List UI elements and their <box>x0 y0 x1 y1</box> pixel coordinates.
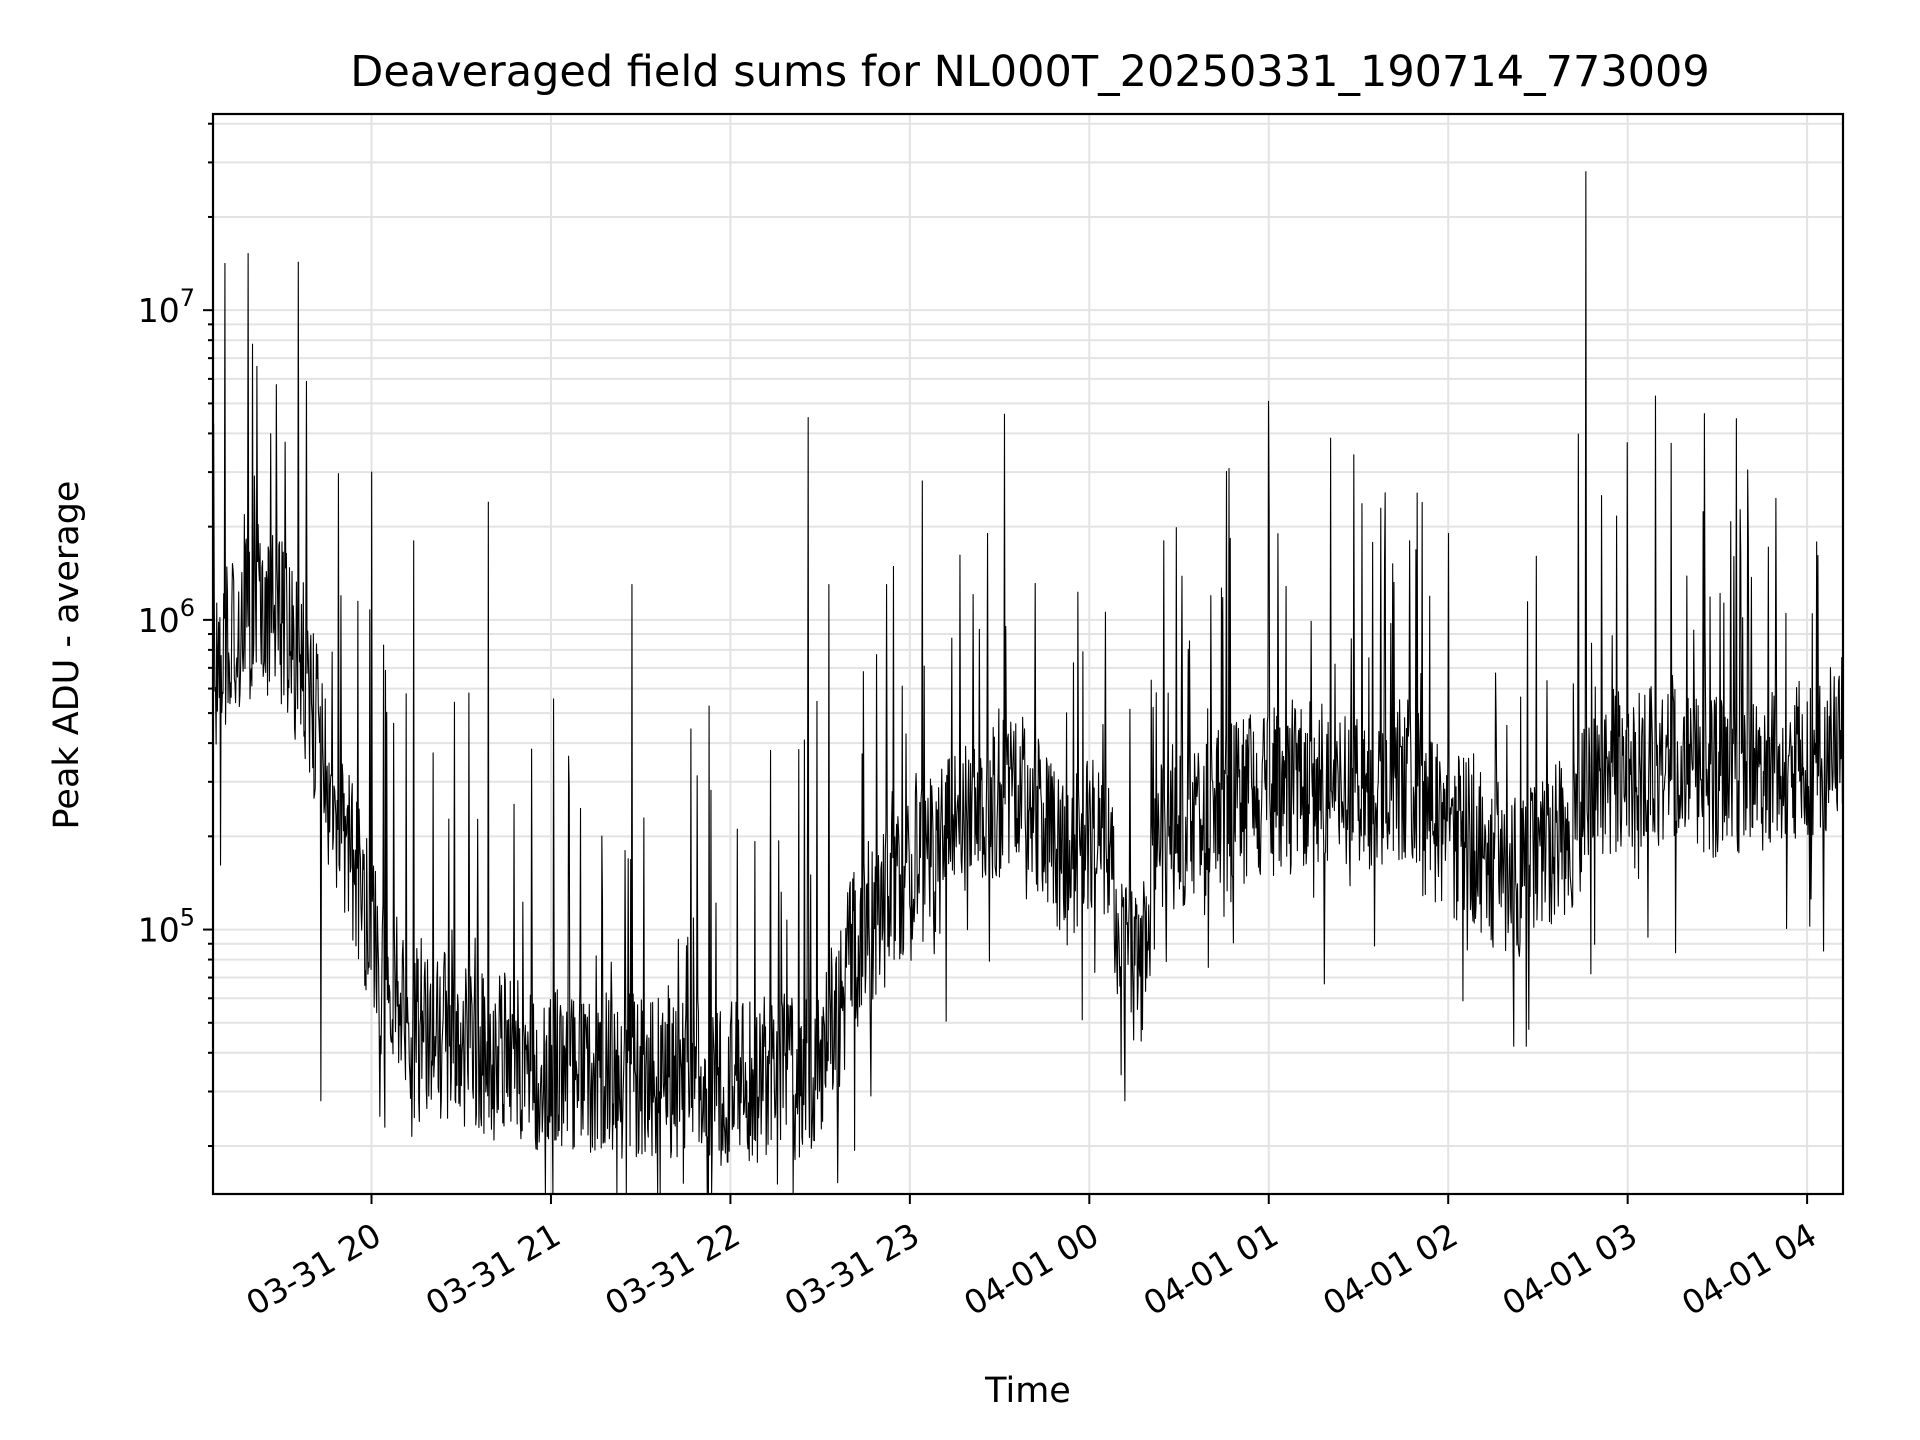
x-tick-label: 04-01 01 <box>1137 1215 1285 1323</box>
y-axis-label: Peak ADU - average <box>47 481 87 830</box>
chart-title: Deaveraged field sums for NL000T_2025033… <box>350 47 1710 97</box>
x-tick-label: 03-31 22 <box>598 1215 746 1323</box>
x-tick-label: 03-31 21 <box>419 1215 567 1323</box>
series-layer <box>212 171 1844 1195</box>
y-tick-label: 106 <box>138 594 195 640</box>
plot-area <box>211 112 1845 1196</box>
x-tick-label: 04-01 03 <box>1496 1215 1644 1323</box>
y-tick-label-base: 10 <box>138 911 180 950</box>
x-tick-label: 04-01 00 <box>957 1215 1105 1323</box>
y-tick-label-exponent: 5 <box>180 904 195 932</box>
series-line <box>212 171 1844 1195</box>
x-axis-label: Time <box>984 1371 1071 1411</box>
x-tick-label: 03-31 20 <box>240 1215 388 1323</box>
y-tick-label-exponent: 7 <box>180 284 195 312</box>
grid <box>213 114 1843 1194</box>
y-tick-label: 105 <box>138 904 195 950</box>
y-tick-label-base: 10 <box>138 291 180 330</box>
x-tick-label: 04-01 02 <box>1316 1215 1464 1323</box>
y-tick-label-exponent: 6 <box>180 594 195 622</box>
x-tick-label: 03-31 23 <box>778 1215 926 1323</box>
x-axis: 03-31 20 03-31 21 03-31 22 03-31 23 04-01 00… <box>240 1194 1823 1323</box>
y-tick-label: 107 <box>138 284 195 330</box>
x-tick-label: 04-01 04 <box>1675 1215 1823 1323</box>
y-tick-label-base: 10 <box>138 601 180 640</box>
